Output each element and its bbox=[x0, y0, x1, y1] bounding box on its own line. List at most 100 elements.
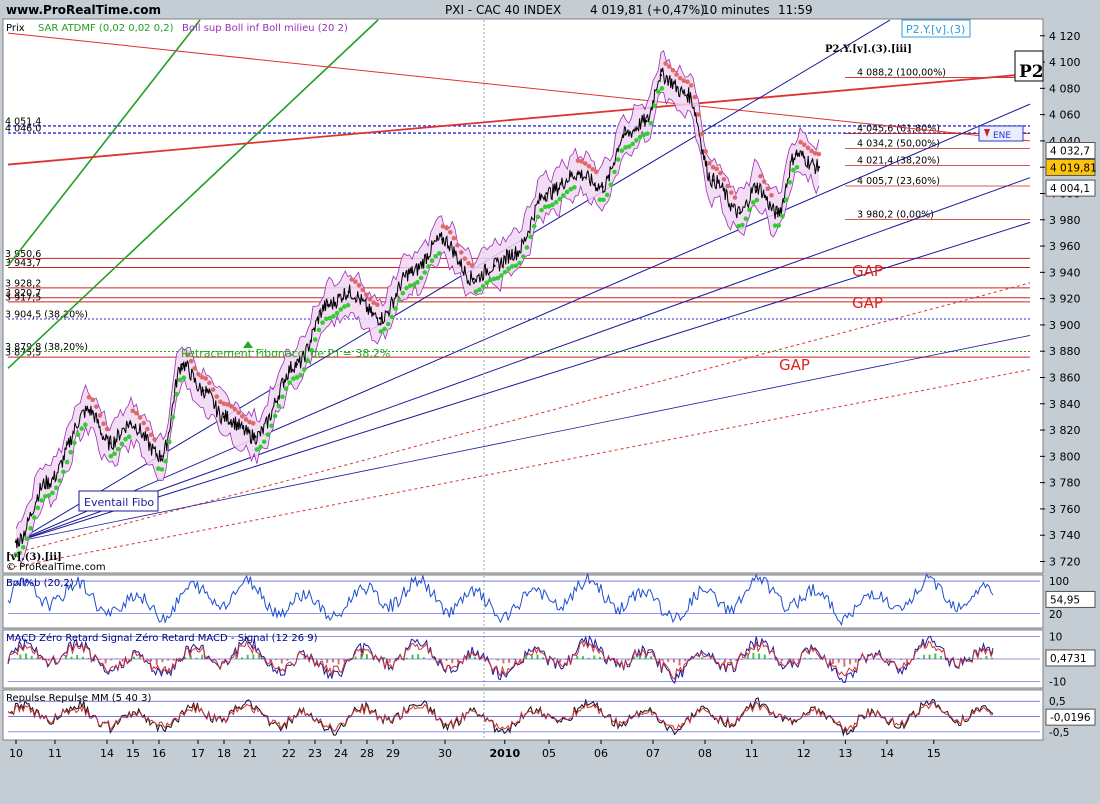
macd-histogram-bar bbox=[326, 659, 328, 663]
sar-dot-down bbox=[667, 64, 672, 69]
x-tick-label: 18 bbox=[217, 747, 231, 760]
price-point bbox=[223, 416, 225, 418]
sar-dot-down bbox=[145, 427, 150, 432]
macd-histogram-bar bbox=[31, 656, 33, 659]
y-tick-label: 3 920 bbox=[1049, 293, 1081, 306]
y-tick-label: 3 900 bbox=[1049, 319, 1081, 332]
price-point bbox=[687, 94, 689, 96]
sar-dot-up bbox=[174, 392, 179, 397]
macd-histogram-bar bbox=[531, 655, 533, 659]
sar-dot-down bbox=[700, 132, 705, 137]
sar-dot-up bbox=[39, 498, 44, 503]
indicator-value-label: 54,95 bbox=[1050, 594, 1080, 606]
sar-dot-down bbox=[90, 398, 95, 403]
sar-dot-up bbox=[744, 216, 749, 221]
macd-title: MACD Zéro Retard Signal Zéro Retard MACD… bbox=[6, 632, 318, 644]
sar-dot-up bbox=[61, 470, 66, 475]
macd-histogram-bar bbox=[82, 657, 84, 659]
sar-dot-up bbox=[780, 214, 785, 219]
sar-dot-up bbox=[612, 170, 617, 175]
sar-dot-up bbox=[262, 440, 267, 445]
price-point bbox=[660, 74, 662, 76]
sar-dot-up bbox=[426, 264, 431, 269]
sar-dot-up bbox=[634, 138, 639, 143]
sar-dot-up bbox=[499, 273, 504, 278]
sar-dot-up bbox=[76, 432, 81, 437]
y-tick-label: 3 820 bbox=[1049, 424, 1081, 437]
sar-dot-down bbox=[229, 404, 234, 409]
watermark: © ProRealTime.com bbox=[6, 562, 106, 573]
sar-dot-up bbox=[776, 223, 781, 228]
sar-dot-down bbox=[765, 186, 770, 191]
sar-dot-down bbox=[203, 376, 208, 381]
x-tick-label: 06 bbox=[594, 747, 608, 760]
sar-dot-down bbox=[817, 152, 822, 157]
sar-dot-up bbox=[437, 251, 442, 256]
sar-dot-up bbox=[645, 131, 650, 136]
macd-histogram-bar bbox=[855, 659, 857, 663]
sar-dot-up bbox=[481, 284, 486, 289]
wave-label-bottom: [v].(3).[ii] bbox=[6, 552, 62, 563]
fibo-label: 3 980,2 (0,00%) bbox=[857, 210, 934, 221]
y-tick-label: 3 720 bbox=[1049, 555, 1081, 568]
macd-histogram-bar bbox=[781, 659, 783, 661]
fibo-label: 4 088,2 (100,00%) bbox=[857, 68, 946, 79]
sar-dot-down bbox=[463, 256, 468, 261]
sar-dot-up bbox=[433, 254, 438, 259]
legend-boll: Boll sup Boll inf Boll milieu (20 2) bbox=[182, 23, 348, 34]
gap-label-2: GAP bbox=[852, 294, 883, 312]
macd-histogram-bar bbox=[985, 656, 987, 659]
y-tick-label: 3 980 bbox=[1049, 214, 1081, 227]
x-tick-label: 29 bbox=[386, 747, 400, 760]
sar-dot-down bbox=[152, 437, 157, 442]
sar-dot-down bbox=[455, 243, 460, 248]
sar-dot-up bbox=[386, 322, 391, 327]
price-point bbox=[601, 186, 603, 188]
sar-dot-up bbox=[28, 526, 33, 531]
price-point bbox=[441, 238, 443, 240]
y-tick-label: 4 100 bbox=[1049, 56, 1081, 69]
x-tick-label: 21 bbox=[243, 747, 257, 760]
sar-dot-up bbox=[36, 506, 41, 511]
macd-histogram-bar bbox=[934, 653, 936, 659]
sar-dot-down bbox=[207, 381, 212, 386]
macd-histogram-bar bbox=[536, 655, 538, 659]
sar-dot-down bbox=[769, 193, 774, 198]
macd-histogram-bar bbox=[156, 659, 158, 665]
x-tick-label: 11 bbox=[745, 747, 759, 760]
sar-dot-down bbox=[707, 161, 712, 166]
sar-dot-up bbox=[419, 276, 424, 281]
sar-dot-up bbox=[120, 441, 125, 446]
timeframe: 10 minutes bbox=[702, 3, 770, 17]
sar-dot-down bbox=[134, 411, 139, 416]
level-label: 4 046,0 bbox=[5, 124, 41, 135]
sar-dot-up bbox=[740, 223, 745, 228]
macd-histogram-bar bbox=[502, 659, 504, 663]
sar-dot-up bbox=[561, 193, 566, 198]
sar-dot-up bbox=[276, 404, 281, 409]
x-tick-label: 24 bbox=[334, 747, 348, 760]
macd-histogram-bar bbox=[122, 659, 124, 662]
fan-label: Eventail Fibo bbox=[84, 496, 154, 509]
price-point bbox=[108, 442, 110, 444]
y-tick-label: 3 960 bbox=[1049, 240, 1081, 253]
macd-histogram-bar bbox=[843, 659, 845, 667]
sar-dot-up bbox=[755, 198, 760, 203]
sar-dot-up bbox=[54, 486, 59, 491]
macd-histogram-bar bbox=[758, 653, 760, 659]
macd-histogram-bar bbox=[281, 659, 283, 664]
x-tick-label: 10 bbox=[9, 747, 23, 760]
sar-dot-up bbox=[273, 414, 278, 419]
price-point bbox=[739, 212, 741, 214]
macd-histogram-bar bbox=[752, 653, 754, 659]
sar-dot-down bbox=[806, 146, 811, 151]
sar-dot-down bbox=[251, 421, 256, 426]
indicator-tick-label: 100 bbox=[1049, 576, 1069, 588]
macd-histogram-bar bbox=[968, 657, 970, 659]
macd-histogram-bar bbox=[76, 655, 78, 659]
impulse-title: Repulse Repulse MM (5 40 3) bbox=[6, 693, 151, 704]
x-tick-label: 12 bbox=[797, 747, 811, 760]
macd-histogram-bar bbox=[338, 659, 340, 664]
sar-dot-down bbox=[141, 421, 146, 426]
